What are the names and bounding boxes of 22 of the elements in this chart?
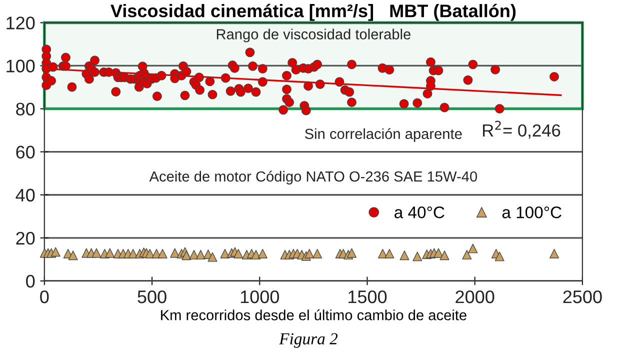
x-tick-label: 500: [138, 290, 166, 304]
y-tick-label: 40: [16, 188, 35, 202]
x-axis-title: Km recorridos desde el último cambio de aceite: [161, 309, 466, 320]
y-tick-label: 0: [26, 274, 35, 288]
annotation: Aceite de motor Código NATO O-236 SAE 15W-40: [149, 170, 478, 185]
y-tick-label: 120: [6, 16, 35, 30]
x-tick-label: 1500: [348, 290, 387, 304]
x-tick-label: 0: [40, 290, 49, 304]
annotation: R$^{2}$= 0,246: [483, 120, 560, 139]
text: Figura 2: [279, 333, 338, 348]
x-tick-label: 1000: [240, 290, 280, 304]
legend-label: a 100°C: [502, 206, 562, 218]
x-tick-label: 2500: [563, 290, 602, 304]
annotation: Sin correlación aparente: [305, 128, 462, 142]
band-label: Rango de viscosidad tolerable: [216, 28, 410, 42]
x-tick-label: 2000: [456, 290, 494, 304]
chart-title: Viscosidad cinemática [mm²/s] MBT (Batallón): [110, 4, 516, 21]
y-tick-label: 80: [16, 102, 35, 116]
legend-label: a 40°C: [394, 206, 444, 218]
y-tick-label: 100: [6, 60, 35, 72]
y-tick-label: 60: [16, 146, 35, 159]
y-tick-label: 20: [16, 232, 35, 245]
